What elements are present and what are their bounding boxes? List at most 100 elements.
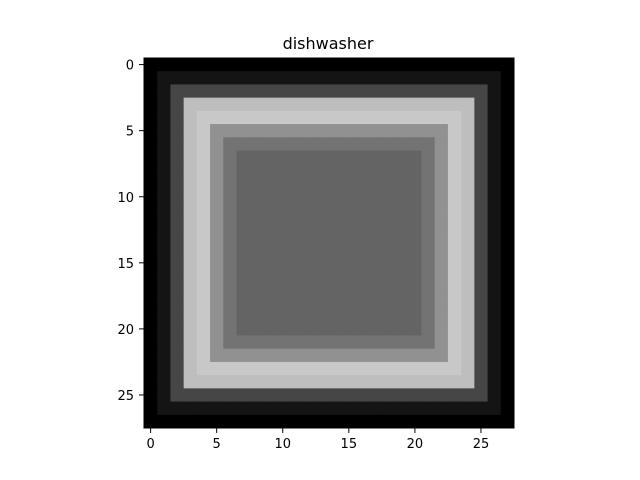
heatmap-cell	[157, 229, 171, 244]
heatmap-cell	[276, 335, 290, 350]
heatmap-cell	[276, 414, 290, 429]
heatmap-cell	[329, 256, 343, 270]
heatmap-cell	[236, 256, 251, 270]
heatmap-cell	[447, 137, 462, 151]
heatmap-cell	[276, 361, 290, 376]
heatmap-cell	[170, 229, 185, 244]
heatmap-cell	[395, 414, 409, 429]
heatmap-cell	[249, 84, 264, 99]
heatmap-cell	[183, 190, 198, 204]
heatmap-cell	[381, 71, 396, 85]
heatmap-cell	[196, 97, 211, 112]
heatmap-cell	[302, 229, 317, 244]
heatmap-cell	[381, 176, 396, 191]
heatmap-cell	[302, 71, 317, 85]
heatmap-cell	[500, 295, 515, 310]
heatmap-cell	[421, 216, 436, 231]
heatmap-cell	[144, 216, 158, 231]
heatmap-cell	[249, 414, 264, 429]
heatmap-cell	[249, 388, 264, 403]
heatmap-cell	[210, 309, 224, 323]
heatmap-cell	[315, 216, 330, 231]
heatmap-cell	[355, 309, 370, 323]
heatmap-cell	[408, 414, 422, 429]
heatmap-cell	[236, 361, 251, 376]
heatmap-cell	[500, 203, 515, 218]
heatmap-cell	[461, 348, 475, 363]
heatmap-cell	[487, 163, 502, 178]
heatmap-cell	[302, 203, 317, 218]
heatmap-cell	[157, 150, 171, 165]
heatmap-cell	[157, 137, 171, 151]
heatmap-cell	[329, 375, 343, 389]
heatmap-cell	[408, 256, 422, 270]
heatmap-cell	[157, 256, 171, 270]
heatmap-cell	[170, 124, 185, 138]
heatmap-cell	[196, 414, 211, 429]
heatmap-cell	[355, 137, 370, 151]
heatmap-cell	[276, 150, 290, 165]
heatmap-cell	[381, 269, 396, 284]
heatmap-cell	[249, 282, 264, 297]
heatmap-cell	[315, 375, 330, 389]
heatmap-cell	[223, 414, 237, 429]
heatmap-cell	[183, 309, 198, 323]
heatmap-cell	[157, 176, 171, 191]
heatmap-cell	[157, 361, 171, 376]
heatmap-cell	[329, 243, 343, 257]
heatmap-cell	[236, 375, 251, 389]
heatmap-cell	[144, 309, 158, 323]
heatmap-cell	[183, 295, 198, 310]
heatmap-cell	[421, 348, 436, 363]
heatmap-cell	[474, 84, 489, 99]
heatmap-cell	[276, 190, 290, 204]
x-tick-label: 15	[341, 437, 358, 452]
heatmap-cell	[315, 414, 330, 429]
heatmap-cell	[487, 335, 502, 350]
heatmap-cell	[223, 361, 237, 376]
heatmap-cell	[329, 322, 343, 336]
heatmap-cell	[408, 71, 422, 85]
heatmap-cell	[315, 203, 330, 218]
heatmap-cell	[408, 388, 422, 403]
heatmap-cell	[196, 58, 211, 72]
heatmap-cell	[500, 322, 515, 336]
heatmap-cell	[315, 163, 330, 178]
heatmap-cell	[421, 375, 436, 389]
heatmap-cell	[315, 137, 330, 151]
heatmap-cell	[183, 256, 198, 270]
heatmap-cell	[210, 71, 224, 85]
heatmap-cell	[421, 361, 436, 376]
heatmap-cell	[381, 229, 396, 244]
heatmap-cell	[183, 110, 198, 125]
heatmap-cell	[421, 401, 436, 416]
heatmap-cell	[170, 163, 185, 178]
heatmap-cell	[500, 84, 515, 99]
heatmap-cell	[461, 269, 475, 284]
heatmap-cell	[144, 282, 158, 297]
heatmap-cell	[500, 71, 515, 85]
heatmap-cell	[434, 322, 449, 336]
heatmap-cell	[434, 243, 449, 257]
heatmap-cell	[289, 295, 304, 310]
heatmap-cell	[289, 309, 304, 323]
heatmap-cell	[395, 97, 409, 112]
heatmap-cell	[196, 216, 211, 231]
heatmap-cell	[447, 401, 462, 416]
heatmap-cell	[461, 229, 475, 244]
heatmap-cell	[355, 229, 370, 244]
heatmap-cell	[487, 348, 502, 363]
heatmap-cell	[289, 375, 304, 389]
heatmap-cell	[421, 84, 436, 99]
heatmap-cell	[289, 58, 304, 72]
x-tick-label: 20	[407, 437, 424, 452]
heatmap-cell	[461, 84, 475, 99]
heatmap-cell	[474, 414, 489, 429]
heatmap-cell	[329, 84, 343, 99]
heatmap-cell	[408, 401, 422, 416]
heatmap-cell	[289, 190, 304, 204]
heatmap-cell	[196, 71, 211, 85]
heatmap-cell	[183, 58, 198, 72]
heatmap-cell	[368, 71, 383, 85]
